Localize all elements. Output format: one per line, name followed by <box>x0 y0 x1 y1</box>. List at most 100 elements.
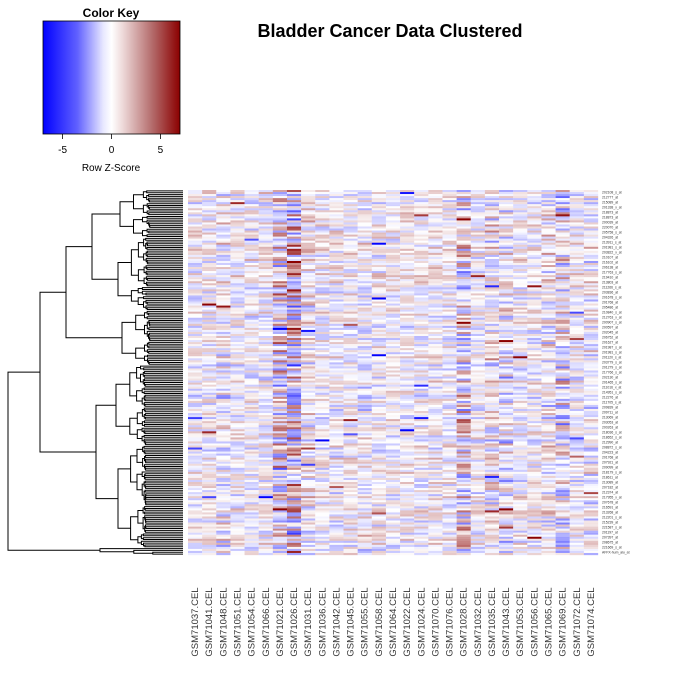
heatmap-cell <box>555 490 570 493</box>
heatmap-cell <box>244 277 259 280</box>
heatmap-cell <box>343 455 358 458</box>
heatmap-cell <box>513 283 528 286</box>
heatmap-cell <box>301 348 316 351</box>
heatmap-cell <box>244 289 259 292</box>
heatmap-cell <box>216 469 231 473</box>
heatmap-cell <box>513 390 528 393</box>
heatmap-cell <box>484 431 500 434</box>
heatmap-cell <box>230 512 245 515</box>
heatmap-cell <box>315 378 330 381</box>
heatmap-cell <box>555 471 570 475</box>
heatmap-cell <box>343 212 358 215</box>
heatmap-cell <box>329 471 344 475</box>
heatmap-cell <box>301 352 316 355</box>
heatmap-cell <box>456 246 471 249</box>
heatmap-cell <box>499 431 514 434</box>
heatmap-cell <box>230 333 245 337</box>
heatmap-cell <box>499 196 514 199</box>
heatmap-cell <box>442 232 457 235</box>
heatmap-cell <box>216 461 231 464</box>
heatmap-cell <box>301 423 316 426</box>
heatmap-cell <box>400 192 415 195</box>
heatmap-cell <box>244 362 259 365</box>
heatmap-cell <box>244 230 259 233</box>
heatmap-cell <box>371 504 387 507</box>
heatmap-cell <box>541 356 556 359</box>
heatmap-cell <box>315 228 330 231</box>
heatmap-cell <box>456 200 471 203</box>
heatmap-cell <box>527 514 542 517</box>
heatmap-cell <box>555 488 570 491</box>
heatmap-cell <box>301 220 316 223</box>
heatmap-cell <box>301 202 316 205</box>
heatmap-cell <box>484 342 500 345</box>
heatmap-cell <box>357 244 372 247</box>
heatmap-cell <box>301 427 316 430</box>
heatmap-cell <box>414 267 429 270</box>
heatmap-cell <box>301 244 316 247</box>
heatmap-cell <box>216 327 231 331</box>
heatmap-cell <box>442 504 457 507</box>
heatmap-cell <box>569 496 585 499</box>
heatmap-cell <box>555 248 570 251</box>
heatmap-cell <box>400 394 415 397</box>
heatmap-cell <box>513 388 528 391</box>
heatmap-cell <box>583 502 599 505</box>
heatmap-cell <box>188 291 203 294</box>
heatmap-cell <box>499 277 514 280</box>
heatmap-cell <box>202 384 217 387</box>
heatmap-cell <box>385 374 401 377</box>
heatmap-cell <box>414 283 429 286</box>
heatmap-cell <box>315 327 330 331</box>
heatmap-cell <box>555 273 570 276</box>
heatmap-cell <box>329 313 344 316</box>
heatmap-cell <box>583 453 599 456</box>
heatmap-cell <box>484 376 500 379</box>
heatmap-cell <box>541 212 556 215</box>
heatmap-cell <box>541 206 556 209</box>
heatmap-cell <box>470 242 486 245</box>
heatmap-cell <box>188 200 203 203</box>
heatmap-cell <box>357 404 372 408</box>
heatmap-cell <box>258 344 273 347</box>
heatmap-cell <box>555 281 570 284</box>
heatmap-cell <box>202 409 217 412</box>
heatmap-cell <box>569 265 585 268</box>
heatmap-cell <box>414 512 429 515</box>
heatmap-cell <box>272 230 288 233</box>
heatmap-cell <box>428 344 443 347</box>
heatmap-cell <box>541 364 556 367</box>
heatmap-cell <box>357 360 372 363</box>
heatmap-cell <box>202 263 217 266</box>
heatmap-cell <box>442 447 457 450</box>
heatmap-cell <box>258 236 273 239</box>
heatmap-cell <box>470 208 486 211</box>
heatmap-cell <box>569 228 585 231</box>
heatmap-cell <box>272 396 288 400</box>
heatmap-cell <box>414 226 429 229</box>
heatmap-cell <box>244 303 259 306</box>
heatmap-cell <box>301 398 316 402</box>
heatmap-cell <box>414 486 429 489</box>
heatmap-cell <box>301 226 316 229</box>
heatmap-cell <box>385 404 401 408</box>
heatmap-cell <box>315 321 330 324</box>
heatmap-cell <box>513 285 528 288</box>
heatmap-cell <box>527 333 542 337</box>
heatmap-cell <box>569 362 585 365</box>
heatmap-cell <box>499 492 514 495</box>
heatmap-cell <box>499 475 514 479</box>
heatmap-cell <box>541 376 556 379</box>
heatmap-cell <box>527 200 542 203</box>
heatmap-cell <box>555 360 570 363</box>
heatmap-cell <box>244 309 259 312</box>
heatmap-cell <box>357 190 372 193</box>
heatmap-cell <box>202 194 217 197</box>
heatmap-cell <box>414 238 429 241</box>
heatmap-cell <box>400 473 415 477</box>
heatmap-cell <box>230 301 245 304</box>
heatmap-cell <box>541 496 556 499</box>
heatmap-cell <box>216 453 231 456</box>
heatmap-cell <box>414 271 429 274</box>
heatmap-cell <box>357 287 372 290</box>
